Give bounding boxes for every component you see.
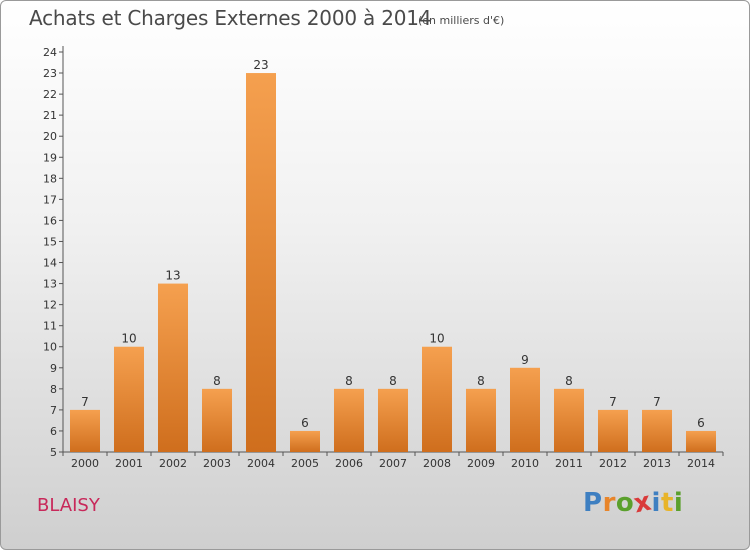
logo-letter: o bbox=[615, 488, 635, 518]
x-tick-label-2000: 2000 bbox=[71, 457, 99, 470]
bar-2004 bbox=[246, 73, 276, 452]
data-label-2009: 8 bbox=[477, 374, 485, 388]
bar-2003 bbox=[202, 388, 232, 452]
x-tick-label-2013: 2013 bbox=[643, 457, 671, 470]
bar-2000 bbox=[70, 409, 100, 452]
y-tick-label: 19 bbox=[43, 151, 57, 164]
x-tick-label-2004: 2004 bbox=[247, 457, 275, 470]
x-tick-label-2012: 2012 bbox=[599, 457, 627, 470]
data-label-2006: 8 bbox=[345, 374, 353, 388]
y-tick-label: 23 bbox=[43, 67, 57, 80]
y-tick-label: 22 bbox=[43, 88, 57, 101]
x-tick-label-2002: 2002 bbox=[159, 457, 187, 470]
y-tick-label: 7 bbox=[50, 404, 57, 417]
x-tick-label-2014: 2014 bbox=[687, 457, 715, 470]
y-tick-label: 16 bbox=[43, 214, 57, 227]
y-tick-label: 14 bbox=[43, 257, 57, 270]
labels: 2000 7 2001 10 2002 13 2003 8 2004 23 2005 6 2006 8 20… bbox=[71, 58, 715, 470]
x-tick-label-2008: 2008 bbox=[423, 457, 451, 470]
bar-2001 bbox=[114, 346, 144, 452]
y-tick-label: 21 bbox=[43, 109, 57, 122]
y-tick-label: 11 bbox=[43, 320, 57, 333]
logo-letter: P bbox=[583, 488, 603, 518]
data-label-2001: 10 bbox=[121, 332, 136, 346]
data-label-2004: 23 bbox=[253, 58, 268, 72]
x-tick-label-2003: 2003 bbox=[203, 457, 231, 470]
bar-2011 bbox=[554, 388, 584, 452]
logo-letter: i bbox=[673, 488, 684, 518]
y-tick-label: 17 bbox=[43, 193, 57, 206]
data-label-2007: 8 bbox=[389, 374, 397, 388]
y-tick-label: 12 bbox=[43, 299, 57, 312]
bar-2013 bbox=[642, 409, 672, 452]
y-tick-label: 10 bbox=[43, 341, 57, 354]
bar-2002 bbox=[158, 283, 188, 452]
bar-2008 bbox=[422, 346, 452, 452]
bar-2009 bbox=[466, 388, 496, 452]
x-tick-label-2011: 2011 bbox=[555, 457, 583, 470]
bar-2014 bbox=[686, 430, 716, 452]
bar-2010 bbox=[510, 367, 540, 452]
chart-subtitle: (en milliers d'€) bbox=[418, 14, 505, 27]
commune-name: BLAISY bbox=[37, 495, 100, 516]
logo-letter: r bbox=[602, 488, 616, 518]
y-tick-label: 13 bbox=[43, 278, 57, 291]
data-label-2000: 7 bbox=[81, 395, 89, 409]
logo-letter: t bbox=[660, 488, 674, 518]
data-label-2002: 13 bbox=[165, 269, 180, 283]
x-tick-label-2006: 2006 bbox=[335, 457, 363, 470]
data-label-2003: 8 bbox=[213, 374, 221, 388]
bar-2006 bbox=[334, 388, 364, 452]
bar-2007 bbox=[378, 388, 408, 452]
bar-2005 bbox=[290, 430, 320, 452]
y-tick-label: 18 bbox=[43, 172, 57, 185]
data-label-2008: 10 bbox=[429, 332, 444, 346]
y-tick-label: 15 bbox=[43, 235, 57, 248]
data-label-2010: 9 bbox=[521, 353, 529, 367]
x-tick-label-2010: 2010 bbox=[511, 457, 539, 470]
chart-title: Achats et Charges Externes 2000 à 2014 bbox=[29, 6, 432, 30]
axes: 5 6 7 8 9 10 11 12 13 14 15 16 17 18 19 20 21 22 23 24 bbox=[43, 46, 724, 459]
y-tick-label: 20 bbox=[43, 130, 57, 143]
bar-2012 bbox=[598, 409, 628, 452]
x-tick-label-2007: 2007 bbox=[379, 457, 407, 470]
x-tick-label-2001: 2001 bbox=[115, 457, 143, 470]
y-tick-label: 5 bbox=[50, 446, 57, 459]
data-label-2011: 8 bbox=[565, 374, 573, 388]
logo-letter: i bbox=[651, 488, 661, 518]
y-tick-label: 24 bbox=[43, 46, 57, 59]
x-tick-label-2009: 2009 bbox=[467, 457, 495, 470]
x-tick-label-2005: 2005 bbox=[291, 457, 319, 470]
y-tick-label: 6 bbox=[50, 425, 57, 438]
proxiti-logo[interactable]: Proxiti bbox=[583, 487, 684, 520]
y-tick-label: 9 bbox=[50, 362, 57, 375]
y-tick-label: 8 bbox=[50, 383, 57, 396]
data-label-2012: 7 bbox=[609, 395, 617, 409]
data-label-2014: 6 bbox=[697, 416, 705, 430]
data-label-2013: 7 bbox=[653, 395, 661, 409]
data-label-2005: 6 bbox=[301, 416, 309, 430]
bars bbox=[70, 73, 716, 452]
